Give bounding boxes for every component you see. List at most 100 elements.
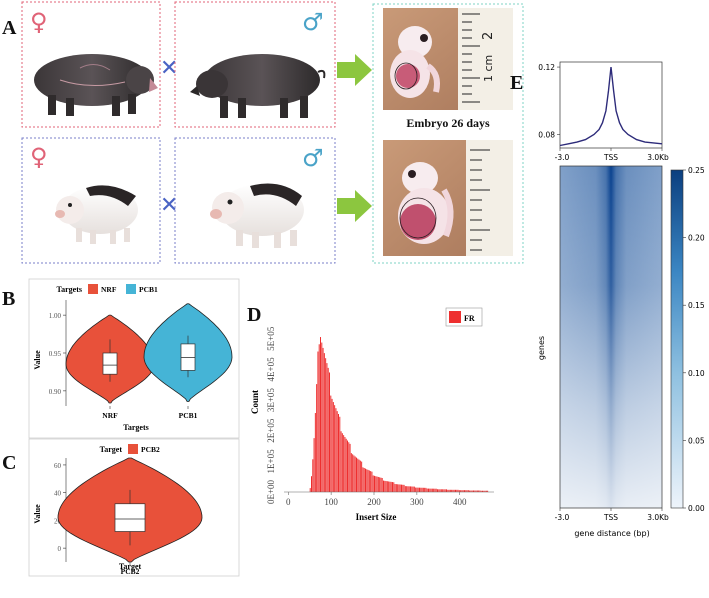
histogram-bar <box>430 488 432 492</box>
embryo-photo-1: 2 1 cm <box>383 8 513 110</box>
histogram-bar <box>466 490 468 492</box>
histogram-bar <box>311 476 312 492</box>
histogram-bar <box>395 484 397 492</box>
female-box-1 <box>21 1 161 128</box>
male-symbol-icon: ♂ <box>302 144 324 172</box>
histogram-bar <box>478 490 480 492</box>
histogram-bar <box>465 490 467 492</box>
histogram-bar <box>451 489 453 492</box>
histogram-bar <box>411 486 413 492</box>
histogram-bar <box>404 486 406 492</box>
female-symbol-icon: ♀ <box>30 143 48 171</box>
embryo-photo-2 <box>383 140 513 256</box>
histogram-bar <box>469 490 471 492</box>
y-axis-label: Value <box>33 504 42 524</box>
histogram-bar <box>343 435 345 492</box>
x-tick-label: 3.0Kb <box>647 513 669 522</box>
profile-frame <box>559 61 663 149</box>
histogram-bar <box>365 468 366 492</box>
panel-e-label: E <box>510 72 524 94</box>
y-tick-label: 5E+05 <box>266 326 276 351</box>
histogram-bar <box>359 460 361 492</box>
x-tick-label: 3.0Kb <box>647 153 669 162</box>
histogram-bar <box>362 467 364 492</box>
histogram-bar <box>406 486 408 492</box>
histogram-bar <box>377 476 379 492</box>
histogram-bar <box>350 453 352 492</box>
histogram-bar <box>318 344 320 492</box>
x-axis-label: Target <box>119 562 142 571</box>
histogram-bar <box>388 481 390 492</box>
histogram-bar <box>431 488 433 492</box>
histogram-bar <box>438 489 440 492</box>
chart-c-legend: Target PCB2 <box>100 444 160 454</box>
histogram-bar <box>456 489 458 492</box>
box-nrf <box>102 352 118 375</box>
y-tick-label: 0.12 <box>538 63 555 72</box>
y-tick-label: 20 <box>54 517 62 525</box>
histogram-bar <box>374 475 375 492</box>
panel-d-label: D <box>247 304 262 326</box>
histogram-bar <box>383 480 384 492</box>
histogram-bar <box>467 490 469 492</box>
histogram-bar <box>458 490 460 492</box>
histogram-bar <box>335 408 337 492</box>
histogram-bar <box>329 372 330 492</box>
histogram-bar <box>349 443 351 492</box>
arrow-icon-2 <box>337 190 372 222</box>
male-box-2 <box>174 137 336 264</box>
panel-b-label: B <box>2 288 16 310</box>
histogram-bar <box>416 487 418 492</box>
histogram-bar <box>474 490 476 492</box>
histogram-bar <box>449 489 451 492</box>
histogram-bar <box>344 436 346 492</box>
y-tick-label: 1E+05 <box>266 449 276 474</box>
x-tick-label: PCB2 <box>121 567 140 576</box>
white-boar-image <box>210 183 304 248</box>
histogram-bar <box>446 489 447 492</box>
legend-swatch-fr <box>449 311 461 323</box>
histogram-bar <box>425 487 427 492</box>
histogram-bar <box>332 402 334 492</box>
x-tick-label: 300 <box>410 497 424 507</box>
histogram-bar <box>447 489 449 492</box>
histogram-bar <box>363 467 365 492</box>
histogram-bar <box>434 488 436 492</box>
colorbar <box>670 169 684 509</box>
histogram-bar <box>482 490 483 492</box>
histogram-bar <box>347 440 348 492</box>
arrow-icon-1 <box>337 54 372 86</box>
y-tick-label: 2E+05 <box>266 418 276 443</box>
histogram-bar <box>444 489 446 492</box>
chart-e: 0.08 0.12 -3.0 TSS 3.0Kb -3.0 TSS 3.0Kb 0.00 0.… <box>537 61 705 538</box>
female-symbol-icon: ♀ <box>30 8 48 36</box>
histogram-bar <box>470 490 472 492</box>
histogram-bar <box>428 488 429 492</box>
panel-c-label: C <box>2 452 17 474</box>
histogram-bar <box>394 484 396 492</box>
heatmap-fade <box>560 166 662 508</box>
histogram-bar <box>385 481 387 492</box>
histogram-bar <box>440 489 442 492</box>
chart-d: 0 100 200 300 400 0E+00 1E+05 2E+05 3E+05 4E+05 5E… <box>250 307 494 522</box>
histogram-bar <box>380 477 382 492</box>
y-tick-label: 40 <box>54 490 62 498</box>
histogram-bar <box>420 487 422 492</box>
histogram-bar <box>389 481 391 492</box>
histogram-bar <box>461 490 463 492</box>
white-sow-image <box>55 185 138 244</box>
histogram-bar <box>479 490 481 492</box>
histogram-bar <box>381 478 383 492</box>
cross-icon-1: ✕ <box>160 56 178 81</box>
x-tick-label: 400 <box>453 497 467 507</box>
histogram-bar <box>475 490 477 492</box>
histogram-bar <box>435 488 437 492</box>
histogram-bar <box>313 438 315 492</box>
histogram-bar <box>379 477 381 492</box>
histogram-bar <box>464 490 465 492</box>
embryo-frame <box>372 3 524 264</box>
y-tick-label: 4E+05 <box>266 357 276 382</box>
histogram-bar <box>314 413 316 492</box>
histogram-bar <box>341 433 343 492</box>
y-tick-label: 1.00 <box>49 312 62 320</box>
